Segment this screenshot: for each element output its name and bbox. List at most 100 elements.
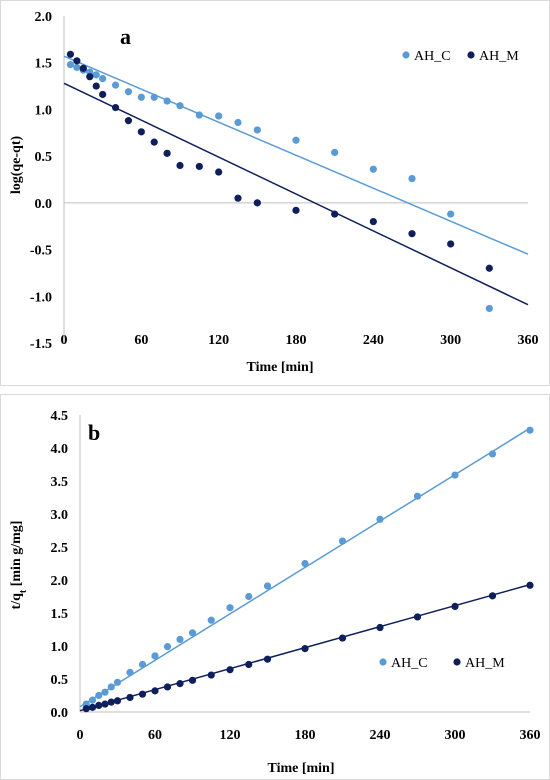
panel-b-y-tick-label: 1.0 xyxy=(51,640,69,655)
panel-b-point-ah-c xyxy=(338,537,347,545)
panel-a-point-ah-m xyxy=(369,217,377,226)
panel-b-x-tick-label: 0 xyxy=(77,728,84,743)
panel-a-point-ah-m xyxy=(215,168,223,176)
panel-a-y-tick-label: -1.5 xyxy=(30,337,52,352)
panel-a-legend-label-ah-c: AH_C xyxy=(414,49,451,64)
panel-b-x-tick-label: 180 xyxy=(295,728,316,743)
panel-a-x-axis-title: Time [min] xyxy=(246,360,313,375)
panel-b-point-ah-c xyxy=(226,604,234,612)
panel-a-x-tick-label: 300 xyxy=(440,333,461,348)
panel-b-point-ah-c xyxy=(163,643,172,651)
panel-b-y-axis-title-unit: [min g/mg] xyxy=(9,521,24,590)
panel-b-point-ah-c xyxy=(138,660,147,669)
panel-b-label: b xyxy=(88,420,100,445)
panel-a-point-ah-m xyxy=(447,240,455,248)
panel-b-point-ah-c xyxy=(207,616,215,624)
panel-b-y-tick-label: 0.0 xyxy=(51,706,69,721)
panel-a-point-ah-c xyxy=(292,136,300,144)
panel-a-point-ah-m xyxy=(331,210,339,218)
panel-b-point-ah-c xyxy=(376,515,384,523)
panel-a-legend-marker-ah-m xyxy=(467,51,475,59)
panel-a-point-ah-m xyxy=(111,103,120,112)
panel-b-point-ah-m xyxy=(113,697,122,705)
panel-a-point-ah-m xyxy=(150,138,158,146)
panel-a-point-ah-m xyxy=(234,194,242,202)
panel-b-y-tick-label: 4.5 xyxy=(51,409,69,424)
panel-b-chart: 0 60 120 180 240 300 360 0.0 0.5 1.0 1.5 2.0 2.5 3.0 3… xyxy=(0,394,550,780)
panel-a-point-ah-m xyxy=(137,128,145,136)
panel-b-point-ah-m xyxy=(176,680,184,688)
panel-a-y-tick-label: 2.0 xyxy=(35,10,53,25)
panel-a-point-ah-c xyxy=(92,71,100,79)
panel-b-point-ah-c xyxy=(301,559,309,568)
panel-a-y-tick-label: 1.5 xyxy=(35,57,53,72)
panel-a-point-ah-m xyxy=(79,64,87,72)
panel-b-point-ah-m xyxy=(101,700,109,708)
panel-a-point-ah-m xyxy=(176,161,184,170)
panel-a-point-ah-c xyxy=(485,304,493,313)
panel-b-point-ah-c xyxy=(188,629,197,637)
panel-b-legend-label-ah-c: AH_C xyxy=(391,656,428,671)
panel-a-point-ah-m xyxy=(408,230,416,238)
panel-b-point-ah-c xyxy=(488,450,497,458)
panel-b-x-axis-title: Time [min] xyxy=(267,761,334,776)
panel-a-point-ah-m xyxy=(485,264,493,272)
panel-b-point-ah-m xyxy=(488,592,497,600)
panel-b-y-axis-title-main: t/q xyxy=(9,593,24,610)
panel-a-point-ah-m xyxy=(73,57,81,65)
panel-b-y-tick-label: 2.5 xyxy=(51,541,69,556)
panel-a-x-tick-label: 360 xyxy=(518,333,539,348)
panel-a-legend: AH_C AH_M xyxy=(402,49,519,64)
panel-b-point-ah-m xyxy=(263,655,272,663)
panel-a-x-tick-label: 120 xyxy=(208,333,229,348)
panel-a-point-ah-m xyxy=(99,90,107,99)
panel-a-point-ah-c xyxy=(331,148,339,157)
panel-a-y-tick-label: 0.5 xyxy=(35,150,53,165)
panel-b-point-ah-m xyxy=(88,703,97,711)
panel-a-point-ah-c xyxy=(150,93,158,101)
panel-a-x-tick-label: 180 xyxy=(286,333,307,348)
panel-b-point-ah-c xyxy=(101,688,109,696)
panel-b-point-ah-m xyxy=(413,613,422,621)
panel-b-y-tick-label: 0.5 xyxy=(51,673,69,688)
panel-b-point-ah-c xyxy=(413,492,422,500)
panel-b-point-ah-c xyxy=(88,696,97,704)
panel-a-point-ah-c xyxy=(234,118,242,127)
panel-a-x-tick-label: 240 xyxy=(363,333,384,348)
panel-b-point-ah-c xyxy=(151,652,159,660)
panel-a-point-ah-c xyxy=(176,102,184,110)
panel-b-point-ah-m xyxy=(151,687,159,695)
panel-b-point-ah-m xyxy=(301,645,309,653)
panel-a-point-ah-m xyxy=(163,149,171,157)
panel-b-point-ah-m xyxy=(226,666,234,674)
panel-a-point-ah-c xyxy=(111,81,120,89)
panel-b-y-tick-label: 2.0 xyxy=(51,574,69,589)
panel-b-y-axis-title: t/qt [min g/mg] xyxy=(9,521,29,610)
panel-a-point-ah-m xyxy=(66,50,75,58)
panel-a-y-tick-label: 0.0 xyxy=(35,197,53,212)
panel-b-point-ah-c xyxy=(126,668,134,677)
panel-b-legend: AH_C AH_M xyxy=(379,656,505,671)
panel-a-point-ah-m xyxy=(124,117,133,125)
panel-a-point-ah-c xyxy=(215,112,223,120)
panel-a-trendline-ah-c xyxy=(63,55,529,255)
panel-b-point-ah-m xyxy=(126,693,134,702)
panel-b-y-tick-label: 1.5 xyxy=(51,607,69,622)
panel-b-legend-marker-ah-c xyxy=(379,658,387,666)
panel-b-point-ah-m xyxy=(207,671,215,679)
panel-b-point-ah-c xyxy=(245,592,253,601)
panel-b-point-ah-m xyxy=(451,602,459,611)
panel-b-y-tick-label: 3.0 xyxy=(51,508,69,523)
panel-a-point-ah-m xyxy=(195,162,203,171)
panel-b-x-tick-label: 120 xyxy=(220,728,241,743)
panel-b-point-ah-c xyxy=(107,683,115,691)
panel-a-point-ah-c xyxy=(124,88,133,96)
panel-b-y-axis-title-sub: t xyxy=(18,589,29,593)
panel-b-point-ah-c xyxy=(451,471,459,479)
panel-b-legend-marker-ah-m xyxy=(453,658,461,666)
panel-a-frame xyxy=(0,0,550,386)
panel-b-x-tick-label: 300 xyxy=(445,728,466,743)
panel-b-x-tick-label: 240 xyxy=(370,728,391,743)
panel-a-legend-label-ah-m: AH_M xyxy=(479,49,519,64)
